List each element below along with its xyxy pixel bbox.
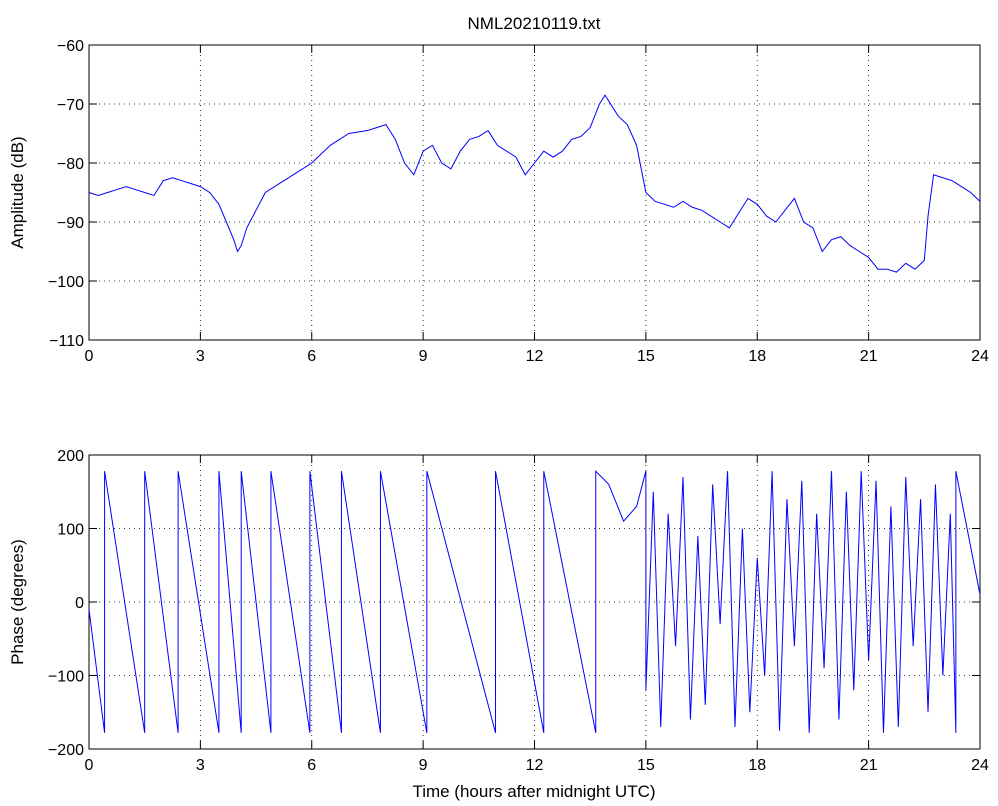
amplitude-y-tick-label: −110 — [49, 333, 84, 350]
phase-y-tick-label: 100 — [57, 522, 84, 539]
phase-series-line — [88, 469, 981, 733]
phase-x-tick-label: 24 — [971, 757, 989, 774]
amplitude-y-tick-label: −60 — [57, 38, 84, 55]
phase-y-axis-label: Phase (degrees) — [8, 539, 27, 665]
phase-x-tick-label: 12 — [526, 757, 544, 774]
amplitude-y-axis-label: Amplitude (dB) — [8, 136, 27, 248]
amplitude-x-tick-label: 24 — [971, 348, 989, 365]
phase-x-tick-label: 3 — [196, 757, 205, 774]
amplitude-axes: 0 3 6 9 12 15 18 21 24 −110 −100 −90 −80 −70 −60 Ampl… — [8, 38, 989, 365]
phase-x-tick-label: 9 — [419, 757, 428, 774]
amplitude-x-tick-label: 12 — [526, 348, 544, 365]
phase-axes: 0 3 6 9 12 15 18 21 24 −200 −100 0 100 200 Phase (de… — [8, 448, 989, 801]
amplitude-gridlines — [89, 45, 980, 340]
phase-y-tick-labels: −200 −100 0 100 200 — [48, 448, 84, 759]
amplitude-x-tick-label: 0 — [85, 348, 94, 365]
phase-x-tick-label: 0 — [85, 757, 94, 774]
phase-gridlines — [89, 455, 980, 749]
phase-ticks — [88, 454, 981, 750]
phase-y-tick-label: −100 — [48, 669, 84, 686]
amplitude-x-tick-label: 3 — [196, 348, 205, 365]
amplitude-x-tick-label: 18 — [748, 348, 766, 365]
phase-x-tick-label: 21 — [860, 757, 878, 774]
phase-y-tick-label: 0 — [75, 595, 84, 612]
phase-x-axis-label: Time (hours after midnight UTC) — [412, 782, 655, 801]
amplitude-x-tick-label: 21 — [860, 348, 878, 365]
amplitude-y-tick-labels: −110 −100 −90 −80 −70 −60 — [48, 38, 84, 350]
amplitude-y-tick-label: −70 — [57, 97, 84, 114]
amplitude-x-tick-label: 15 — [637, 348, 655, 365]
amplitude-y-tick-label: −100 — [48, 274, 84, 291]
phase-x-tick-label: 15 — [637, 757, 655, 774]
amplitude-y-tick-label: −80 — [57, 156, 84, 173]
amplitude-x-tick-label: 9 — [419, 348, 428, 365]
amplitude-x-tick-labels: 0 3 6 9 12 15 18 21 24 — [85, 348, 989, 365]
amplitude-ticks — [88, 44, 981, 341]
phase-x-tick-label: 18 — [748, 757, 766, 774]
phase-y-tick-label: 200 — [57, 448, 84, 465]
amplitude-y-tick-label: −90 — [57, 215, 84, 232]
chart-title: NML20210119.txt — [468, 14, 601, 33]
phase-x-tick-label: 6 — [307, 757, 316, 774]
phase-x-tick-labels: 0 3 6 9 12 15 18 21 24 — [85, 757, 989, 774]
phase-y-tick-label: −200 — [48, 742, 84, 759]
amplitude-x-tick-label: 6 — [307, 348, 316, 365]
amplitude-series-line — [88, 94, 981, 273]
